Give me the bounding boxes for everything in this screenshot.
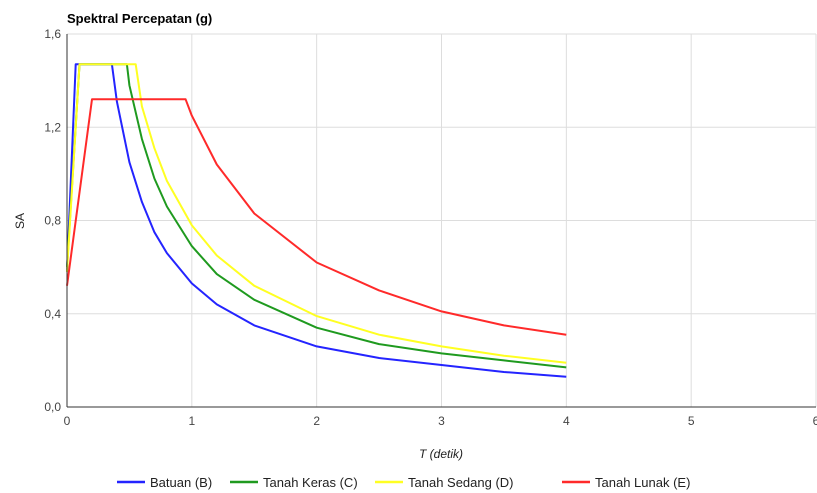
legend-label: Batuan (B) xyxy=(150,475,212,490)
y-tick-label: 1,6 xyxy=(44,27,61,41)
axes xyxy=(66,34,816,408)
x-tick-label: 2 xyxy=(313,414,320,428)
x-axis-title: T (detik) xyxy=(419,447,463,461)
y-tick-label: 1,2 xyxy=(44,120,61,134)
legend-item: Batuan (B) xyxy=(117,475,212,490)
series-line-1 xyxy=(66,63,567,378)
legend-label: Tanah Lunak (E) xyxy=(595,475,690,490)
x-tick-label: 0 xyxy=(64,414,71,428)
series-line-3 xyxy=(66,63,567,364)
y-axis-title: SA xyxy=(13,213,27,229)
x-tick-label: 5 xyxy=(688,414,695,428)
legend-item: Tanah Lunak (E) xyxy=(562,475,690,490)
x-tick-label: 3 xyxy=(438,414,445,428)
legend-label: Tanah Sedang (D) xyxy=(408,475,514,490)
legend: Batuan (B) Tanah Keras (C) Tanah Sedang (D… xyxy=(117,475,690,490)
y-tick-label: 0,8 xyxy=(44,214,61,228)
x-tick-label: 4 xyxy=(563,414,570,428)
grid xyxy=(67,33,817,407)
series-line-2 xyxy=(66,63,567,369)
series-line-4 xyxy=(66,98,567,336)
legend-label: Tanah Keras (C) xyxy=(263,475,358,490)
legend-item: Tanah Sedang (D) xyxy=(375,475,514,490)
y-tick-label: 0,4 xyxy=(44,307,61,321)
tick-labels: 0,0 0,4 0,8 1,2 1,6 0 1 2 3 4 5 6 xyxy=(44,27,817,428)
series-lines xyxy=(66,63,567,378)
chart-title: Spektral Percepatan (g) xyxy=(67,11,212,26)
legend-item: Tanah Keras (C) xyxy=(230,475,358,490)
y-tick-label: 0,0 xyxy=(44,400,61,414)
x-tick-label: 1 xyxy=(188,414,195,428)
x-tick-label: 6 xyxy=(813,414,817,428)
